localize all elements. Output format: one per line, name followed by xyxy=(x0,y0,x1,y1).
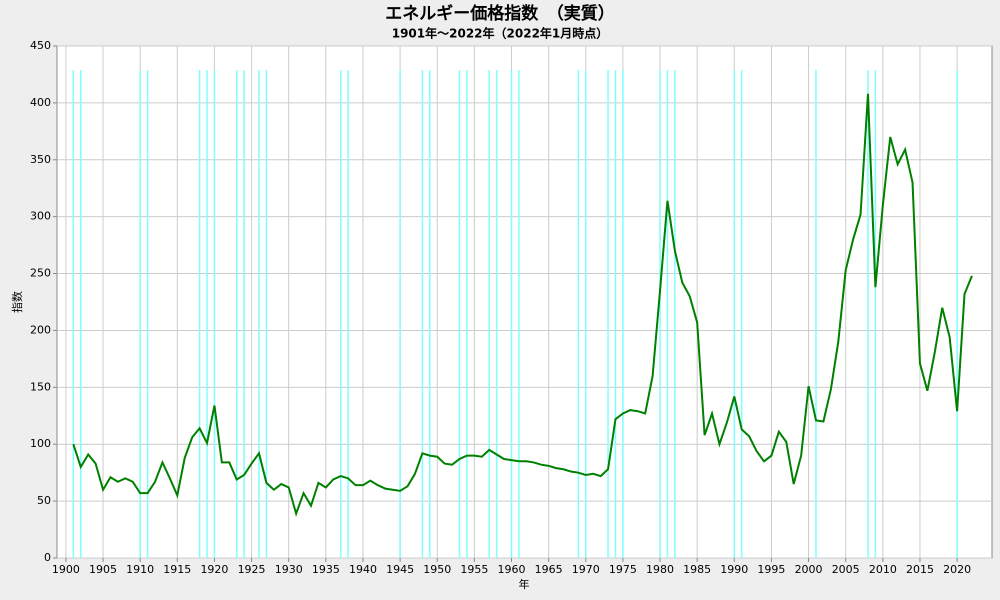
y-tick-label: 150 xyxy=(30,380,51,393)
x-tick-label: 1925 xyxy=(238,563,266,576)
x-tick-label: 1915 xyxy=(163,563,191,576)
x-tick-label: 1900 xyxy=(52,563,80,576)
x-tick-label: 1910 xyxy=(126,563,154,576)
x-tick-label: 1905 xyxy=(89,563,117,576)
x-tick-label: 1960 xyxy=(498,563,526,576)
x-tick-label: 2015 xyxy=(906,563,934,576)
y-tick-label: 250 xyxy=(30,267,51,280)
y-tick-label: 100 xyxy=(30,437,51,450)
data-line xyxy=(72,93,973,517)
y-tick-label: 50 xyxy=(37,494,51,507)
x-tick-label: 2005 xyxy=(832,563,860,576)
x-tick-label: 1935 xyxy=(312,563,340,576)
x-axis-label: 年 xyxy=(519,577,530,591)
x-tick-label: 1965 xyxy=(535,563,563,576)
x-tick-label: 1990 xyxy=(720,563,748,576)
plot-area xyxy=(56,45,993,559)
x-tick-label: 1985 xyxy=(683,563,711,576)
x-tick-label: 1975 xyxy=(609,563,637,576)
x-tick-label: 1930 xyxy=(275,563,303,576)
x-tick-label: 1950 xyxy=(423,563,451,576)
x-tick-label: 1920 xyxy=(200,563,228,576)
y-tick-label: 450 xyxy=(30,39,51,52)
chart-title: エネルギー価格指数 （実質） xyxy=(385,3,615,24)
y-tick-label: 200 xyxy=(30,323,51,336)
chart-subtitle: 1901年～2022年（2022年1月時点） xyxy=(392,26,609,41)
x-tick-label: 1970 xyxy=(572,563,600,576)
y-tick-label: 0 xyxy=(44,551,51,564)
y-tick-label: 300 xyxy=(30,210,51,223)
x-tick-label: 1955 xyxy=(460,563,488,576)
x-tick-label: 2020 xyxy=(943,563,971,576)
x-tick-label: 2000 xyxy=(795,563,823,576)
x-tick-label: 1940 xyxy=(349,563,377,576)
x-tick-label: 2010 xyxy=(869,563,897,576)
y-axis-label: 指数 xyxy=(10,291,24,313)
x-tick-label: 1945 xyxy=(386,563,414,576)
x-tick-label: 1995 xyxy=(757,563,785,576)
y-tick-label: 400 xyxy=(30,96,51,109)
x-tick-label: 1980 xyxy=(646,563,674,576)
y-tick-label: 350 xyxy=(30,153,51,166)
